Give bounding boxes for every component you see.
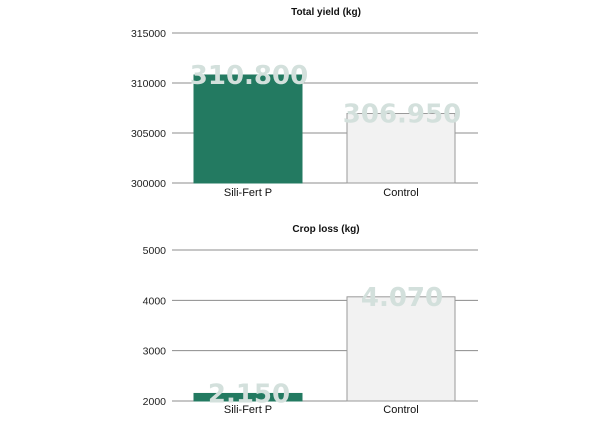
y-tick-label: 4000 xyxy=(143,295,167,307)
category-label: Control xyxy=(383,404,418,416)
category-label: Sili-Fert P xyxy=(224,404,272,416)
y-tick-label: 305000 xyxy=(131,128,166,140)
data-label: 306.950 xyxy=(343,100,461,130)
data-label: 310.800 xyxy=(190,61,308,91)
chart-1: Total yield (kg) 300000 305000 310000 315000… xyxy=(131,7,478,199)
y-tick-label: 315000 xyxy=(131,28,166,40)
category-label: Control xyxy=(383,187,418,199)
y-tick-label: 310000 xyxy=(131,78,166,90)
data-label: 4.070 xyxy=(361,283,443,313)
chart-title: Crop loss (kg) xyxy=(292,224,359,235)
category-label: Sili-Fert P xyxy=(224,187,272,199)
data-label: 2.150 xyxy=(208,379,290,409)
bar-control xyxy=(346,296,456,402)
bar-sili-fert-p xyxy=(193,74,303,184)
y-tick-label: 3000 xyxy=(143,346,167,358)
bar-control xyxy=(346,113,456,184)
chart-title: Total yield (kg) xyxy=(291,7,361,18)
y-tick-label: 2000 xyxy=(143,396,167,408)
bar-sili-fert-p xyxy=(193,392,303,402)
y-tick-label: 300000 xyxy=(131,178,166,190)
chart-2: Crop loss (kg) 2000 3000 4000 5000 2.150Sili-… xyxy=(143,224,478,416)
y-tick-label: 5000 xyxy=(143,245,167,257)
